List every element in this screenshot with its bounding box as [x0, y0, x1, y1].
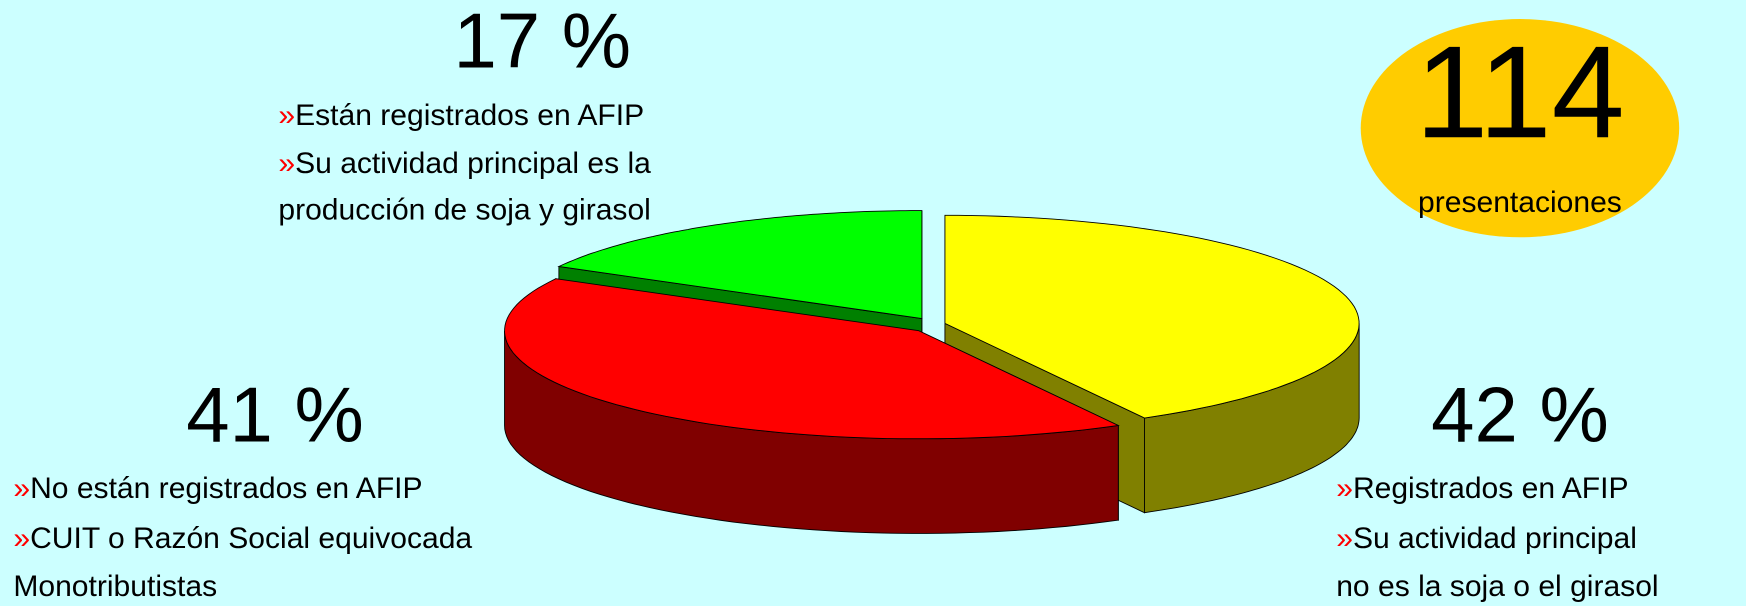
- bullet: »: [278, 147, 295, 180]
- badge: [1360, 19, 1680, 238]
- note-text: No están registrados en AFIP: [30, 472, 423, 505]
- note: »Su actividad principal: [1336, 522, 1637, 555]
- slice: [944, 214, 1360, 419]
- note: »Están registrados en AFIP: [278, 99, 644, 132]
- value-label: 42 %: [1431, 371, 1609, 459]
- note-text: Su actividad principal es la: [295, 147, 651, 180]
- note-text: Registrados en AFIP: [1353, 472, 1629, 505]
- bullet: »: [13, 472, 30, 505]
- value-label: 17 %: [453, 0, 631, 84]
- note: »CUIT o Razón Social equivocada: [13, 522, 472, 555]
- note: Monotributistas: [13, 570, 217, 603]
- slice: [557, 210, 923, 320]
- note-text: no es la soja o el girasol: [1336, 570, 1658, 603]
- note-text: Monotributistas: [13, 570, 217, 603]
- note-text: CUIT o Razón Social equivocada: [30, 522, 472, 555]
- note-text: Están registrados en AFIP: [295, 99, 644, 132]
- note-text: Su actividad principal: [1353, 522, 1637, 555]
- note-text: producción de soja y girasol: [278, 194, 650, 227]
- note: »Registrados en AFIP: [1336, 472, 1628, 505]
- note: no es la soja o el girasol: [1336, 570, 1658, 603]
- bullet: »: [278, 99, 295, 132]
- value-label: 41 %: [186, 371, 364, 459]
- bullet: »: [1336, 472, 1353, 505]
- note: producción de soja y girasol: [278, 194, 650, 227]
- pie: [504, 210, 1360, 534]
- badge-count: 114: [1415, 18, 1624, 165]
- bullet: »: [1336, 522, 1353, 555]
- note: »Su actividad principal es la: [278, 147, 651, 180]
- bullet: »: [13, 522, 30, 555]
- badge-label: presentaciones: [1418, 186, 1622, 219]
- note: »No están registrados en AFIP: [13, 472, 422, 505]
- slice: [504, 278, 1120, 440]
- labels: 17 %»Están registrados en AFIP»Su activi…: [13, 0, 1658, 603]
